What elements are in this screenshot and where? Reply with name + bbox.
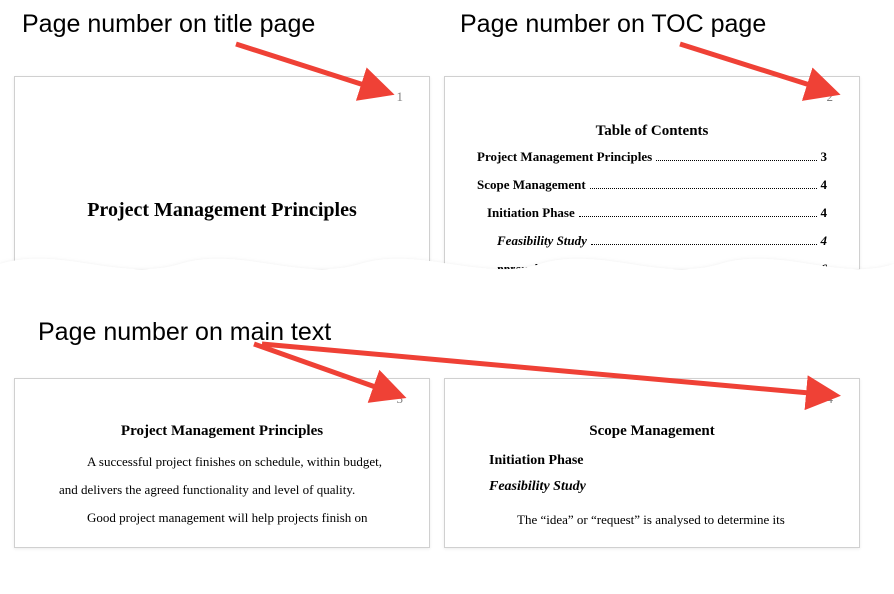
toc-row-page: 3: [821, 149, 828, 165]
page-4-sub2: Feasibility Study: [489, 479, 586, 495]
page-4-sub1: Initiation Phase: [489, 453, 584, 469]
page-1-title: 1 Project Management Principles: [14, 76, 430, 270]
label-toc-page: Page number on TOC page: [460, 10, 766, 39]
toc-row-label: Initiation Phase: [487, 205, 575, 221]
toc-row-leader: [541, 265, 816, 270]
toc-row-leader: [656, 153, 816, 161]
toc-title: Table of Contents: [445, 123, 859, 140]
body-line: A successful project finishes on schedul…: [87, 449, 382, 475]
page-3-number: 3: [397, 391, 404, 407]
body-line: The “idea” or “request” is analysed to d…: [517, 507, 785, 533]
page-4-heading: Scope Management: [445, 423, 859, 440]
toc-row-label: Feasibility Study: [497, 233, 587, 249]
toc-row: Project Management Principles 3: [477, 149, 827, 165]
page-4-number: 4: [827, 391, 834, 407]
page-4-body: 4 Scope Management Initiation Phase Feas…: [444, 378, 860, 548]
toc-row: Feasibility Study 4: [477, 233, 827, 249]
page-3-body: 3 Project Management Principles A succes…: [14, 378, 430, 548]
label-main-text: Page number on main text: [38, 318, 331, 347]
toc-row-page: 4: [821, 177, 828, 193]
toc-row-label: Project Management Principles: [477, 149, 652, 165]
body-line: Good project management will help projec…: [87, 505, 368, 531]
page-1-number: 1: [397, 89, 404, 105]
toc-row: pproval 6: [477, 261, 827, 270]
page-3-heading: Project Management Principles: [15, 423, 429, 440]
toc-row: Scope Management 4: [477, 177, 827, 193]
page-1-title-text: Project Management Principles: [15, 199, 429, 222]
toc-row-page: 4: [821, 205, 828, 221]
toc-row: Initiation Phase 4: [477, 205, 827, 221]
toc-row-leader: [590, 181, 817, 189]
toc-row-label: Scope Management: [477, 177, 586, 193]
toc-row-leader: [579, 209, 817, 217]
page-2-number: 2: [827, 89, 834, 105]
page-2-toc: 2 Table of Contents Project Management P…: [444, 76, 860, 270]
toc-row-page: 4: [821, 233, 828, 249]
toc-row-page: 6: [821, 261, 828, 270]
body-line: and delivers the agreed functionality an…: [59, 477, 355, 503]
toc-row-label: pproval: [497, 261, 537, 270]
toc-row-leader: [591, 237, 817, 245]
label-title-page: Page number on title page: [22, 10, 315, 39]
